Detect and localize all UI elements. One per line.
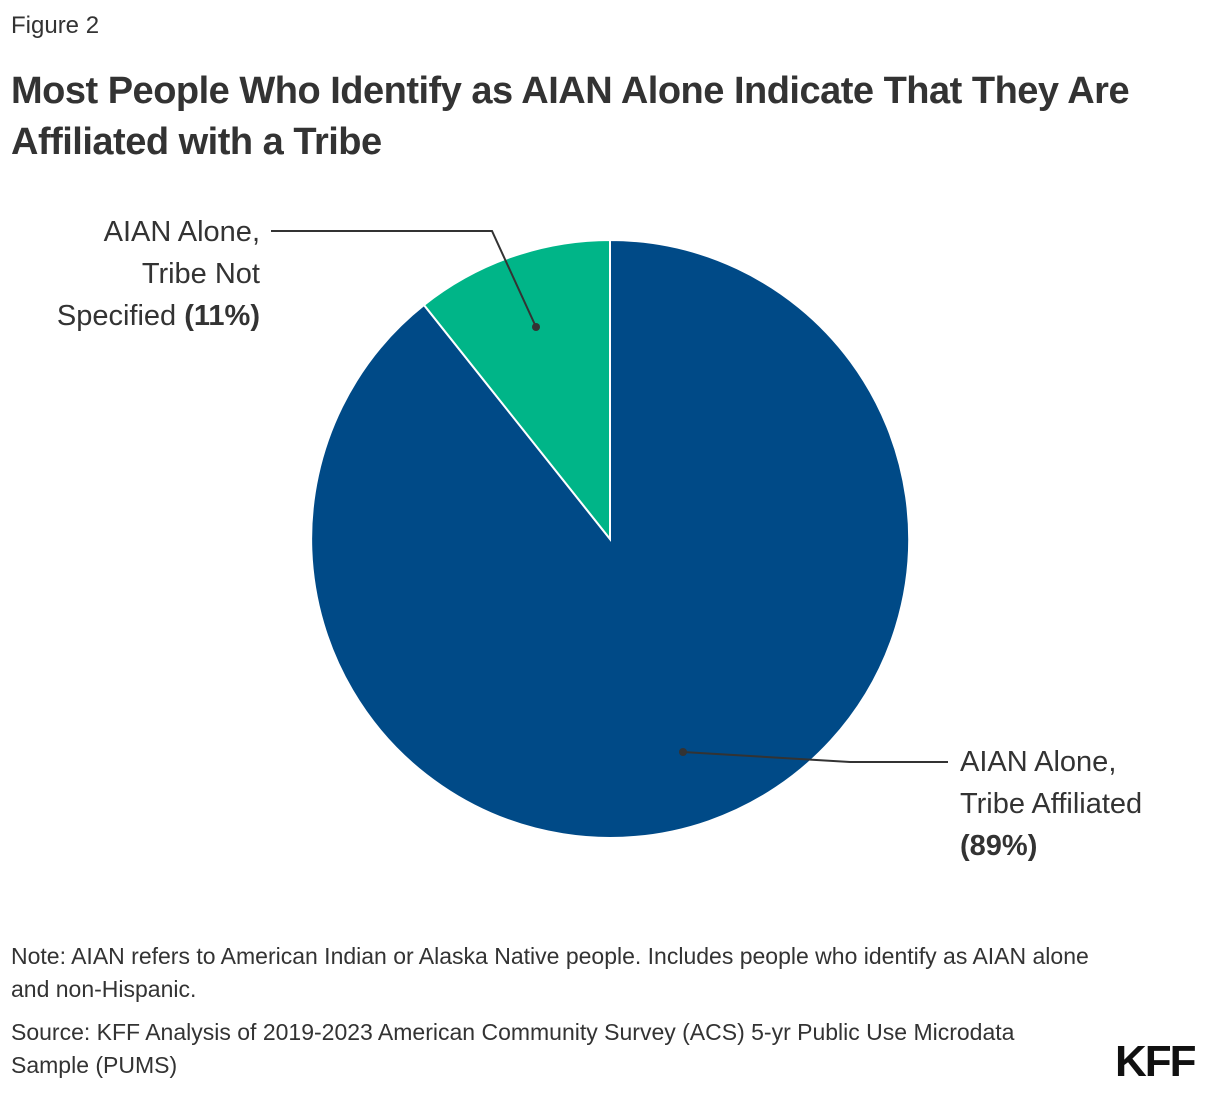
label-line: AIAN Alone, [103, 216, 260, 248]
label-text: Specified [56, 300, 185, 332]
chart-title: Most People Who Identify as AIAN Alone I… [11, 70, 1130, 163]
leader-line-not-specified [271, 230, 537, 328]
leader-dot-affiliated [679, 748, 687, 756]
label-line: Tribe Not [141, 258, 260, 290]
label-line: Tribe Affiliated [960, 788, 1143, 820]
leader-line-affiliated [682, 751, 948, 763]
chart-source: Source: KFF Analysis of 2019-2023 Americ… [11, 1019, 1015, 1078]
leader-dot-not-specified [532, 323, 540, 331]
label-tribe-affiliated: AIAN Alone, Tribe Affiliated (89%) [960, 741, 1142, 867]
slice-tribe-not-specified[interactable] [422, 238, 611, 542]
label-line: Specified (11%) [0, 295, 260, 337]
label-line: AIAN Alone, [960, 746, 1117, 778]
chart-note: Note: AIAN refers to American Indian or … [11, 943, 1089, 1002]
kff-logo: KFF [1115, 1037, 1197, 1086]
figure-label: Figure 2 [11, 12, 100, 39]
label-value: (89%) [960, 830, 1038, 862]
label-value: (11%) [184, 300, 260, 332]
label-tribe-not-specified: AIAN Alone, Tribe Not Specified (11%) [0, 211, 260, 337]
